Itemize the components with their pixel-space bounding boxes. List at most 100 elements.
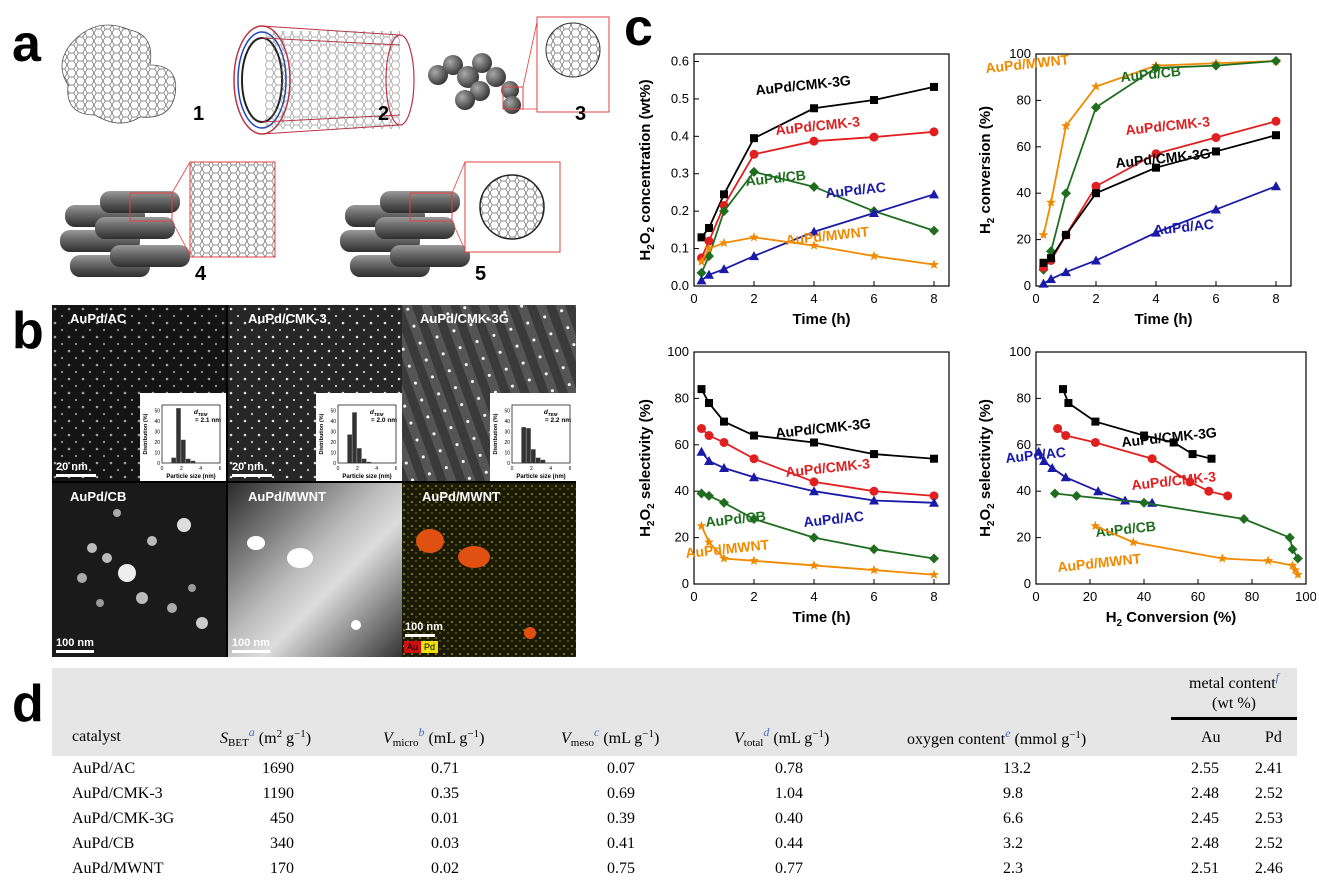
metal-content-header: metal contentf (wt %) — [1171, 668, 1297, 720]
data-point — [1038, 278, 1049, 288]
hist-bar — [185, 458, 191, 463]
y-tick-label: 0.5 — [671, 91, 689, 106]
scale-bar-label: 20 nm — [56, 461, 88, 473]
panel-label-b: b — [12, 302, 44, 360]
hist-xtick: 4 — [375, 466, 378, 472]
footnote-b: b — [418, 725, 425, 739]
data-point — [1039, 258, 1048, 267]
data-point — [1271, 181, 1281, 191]
hist-bar — [535, 457, 541, 463]
cell-au: 2.45 — [1191, 809, 1219, 827]
y-axis-label: H2O2 concentration (wt%) — [637, 79, 657, 260]
data-point — [697, 233, 706, 242]
y-axis-label-part: selectivity (%) — [637, 399, 654, 503]
data-point — [1090, 520, 1101, 531]
data-point — [1091, 255, 1101, 265]
hist-xtick: 6 — [395, 466, 398, 472]
cell-oxygen: 6.6 — [1003, 809, 1023, 827]
data-point — [705, 224, 713, 232]
cell-vmeso: 0.75 — [607, 859, 635, 877]
data-point — [720, 190, 728, 199]
data-point — [696, 256, 707, 266]
data-point — [1038, 229, 1049, 240]
y-tick-label: 60 — [675, 437, 689, 452]
series-label: AuPd/CMK-3 — [1125, 113, 1211, 138]
data-point — [929, 189, 939, 199]
micrograph-aupd-mwnt: AuPd/MWNT 100 nm — [228, 483, 402, 657]
hist-bar — [190, 460, 196, 463]
data-point — [749, 454, 759, 464]
data-point — [720, 417, 728, 426]
data-point — [704, 243, 714, 253]
col-vmeso: Vmesoc (mL g−1) — [561, 725, 660, 749]
data-point — [697, 385, 706, 394]
hist-d-value: = 2.2 nm — [545, 417, 571, 424]
hist-ytick: 50 — [330, 408, 336, 414]
data-point — [719, 264, 729, 274]
hist-xtick: 2 — [530, 466, 533, 472]
micrograph-label: AuPd/CB — [70, 489, 127, 504]
hist-xtick: 2 — [180, 466, 183, 472]
cell-vmicro: 0.03 — [431, 834, 459, 852]
data-point — [809, 486, 819, 496]
y-tick-label: 0 — [1024, 278, 1031, 293]
catalyst-properties-table: metal contentf (wt %) catalyst SBETa (m2… — [52, 668, 1297, 881]
micrograph-label: AuPd/MWNT — [422, 489, 500, 504]
data-point — [1046, 246, 1056, 257]
hist-d-symbol: d — [194, 409, 199, 416]
x-tick-label: 100 — [1295, 589, 1316, 604]
structure-number-5: 5 — [475, 263, 486, 285]
y-tick-label: 60 — [1017, 139, 1031, 154]
cell-pd: 2.41 — [1254, 759, 1283, 777]
micrograph-aupd-ac: AuPd/AC 20 nm 0 10 20 30 40 50 0 2 4 6 Particle si… — [52, 305, 226, 481]
y-tick-label: 40 — [1017, 185, 1031, 200]
hist-ytick: 40 — [504, 419, 510, 425]
hist-ytick: 30 — [330, 429, 336, 435]
data-point — [696, 488, 707, 499]
cell-pd: 2.46 — [1254, 859, 1283, 877]
data-point — [1185, 477, 1195, 487]
cell-sbet: 450 — [270, 809, 294, 827]
hist-ytick: 40 — [154, 419, 160, 425]
data-point — [809, 532, 819, 543]
data-point — [1053, 424, 1063, 434]
x-tick-label: 60 — [1191, 589, 1205, 604]
data-point — [1092, 189, 1100, 198]
panel-label-d: d — [12, 675, 44, 733]
data-point — [1061, 120, 1071, 131]
data-point — [1207, 454, 1216, 463]
vmeso-sub: meso — [570, 737, 595, 749]
scale-bar: 20 nm — [232, 461, 272, 477]
y-tick-label: 0.4 — [671, 128, 689, 143]
structure-illustrations: 1 2 3 4 5 — [60, 16, 610, 285]
data-point — [719, 237, 729, 248]
data-point — [1271, 116, 1281, 126]
series-label: AuPd/MWNT — [785, 223, 871, 248]
micrograph-label: AuPd/CMK-3 — [248, 311, 327, 326]
y-tick-label: 40 — [1017, 483, 1031, 498]
metal-content-label: metal content — [1189, 675, 1276, 693]
data-point — [1064, 399, 1073, 408]
y-tick-label: 0.0 — [671, 278, 689, 293]
data-point — [1047, 254, 1055, 263]
y-axis-label-part: H — [977, 223, 994, 234]
panel-label-c: c — [624, 0, 653, 57]
data-point — [697, 424, 706, 434]
col-vmicro: Vmicrob (mL g−1) — [383, 725, 485, 749]
cell-vmeso: 0.41 — [607, 834, 635, 852]
size-histogram: 0 10 20 30 40 50 0 2 4 6 Particle size (nm) Distrib… — [143, 404, 222, 480]
y-tick-label: 80 — [1017, 92, 1031, 107]
data-point — [696, 267, 707, 278]
footnote-c: c — [594, 725, 600, 739]
y-axis-label-part: 2 — [986, 503, 997, 509]
y-tick-label: 60 — [1017, 437, 1031, 452]
sbet-unit: (m — [258, 730, 277, 747]
data-point — [749, 232, 759, 242]
data-point — [1059, 385, 1067, 394]
hist-ytick: 50 — [504, 408, 510, 414]
structure-3-carbon-black — [428, 16, 610, 114]
data-point — [1039, 456, 1050, 466]
hist-ytick: 10 — [504, 450, 510, 456]
x-tick-label: 40 — [1137, 589, 1151, 604]
x-tick-label: 2 — [1092, 291, 1099, 306]
